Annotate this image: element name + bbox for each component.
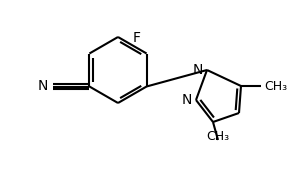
Text: N: N bbox=[193, 63, 203, 77]
Text: N: N bbox=[182, 93, 192, 107]
Text: CH₃: CH₃ bbox=[264, 80, 287, 93]
Text: F: F bbox=[132, 32, 140, 46]
Text: N: N bbox=[38, 80, 48, 93]
Text: CH₃: CH₃ bbox=[206, 130, 230, 143]
